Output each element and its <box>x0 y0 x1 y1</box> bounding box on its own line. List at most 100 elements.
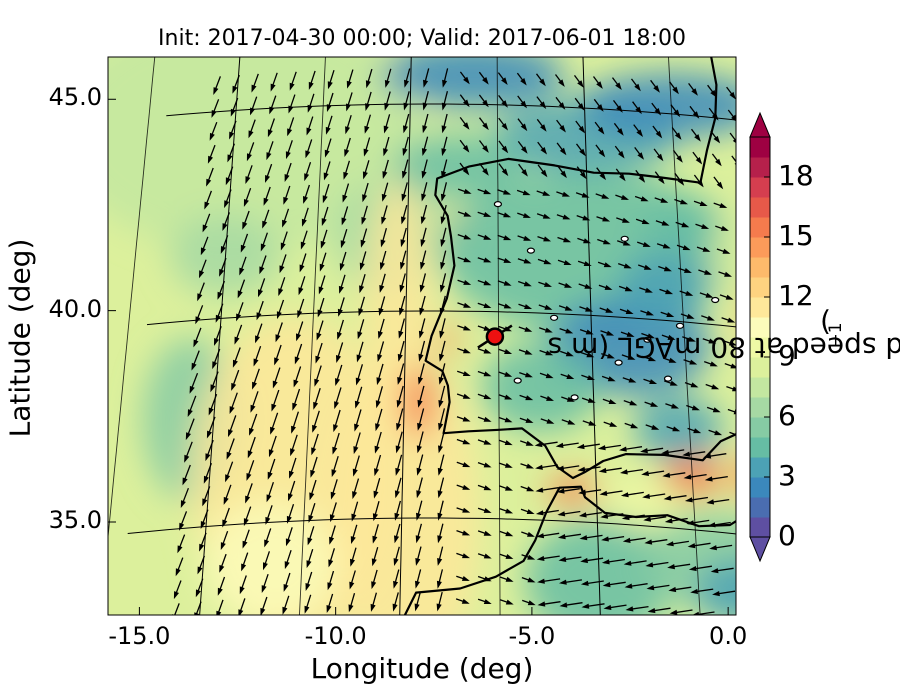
wind-arrow-head <box>641 219 650 225</box>
wind-arrow-head <box>184 454 190 463</box>
wind-arrow-head <box>376 377 382 386</box>
wind-arrow-head <box>310 469 316 478</box>
wind-arrow-head <box>483 485 492 491</box>
wind-arrow-head <box>213 87 219 95</box>
wind-arrow-head <box>483 599 492 604</box>
wind-arrow-head <box>701 224 710 229</box>
wind-arrow-head <box>712 591 720 597</box>
wind-arrow-head <box>727 317 736 323</box>
wind-arrow-head <box>483 530 492 536</box>
plot-frame <box>107 56 737 616</box>
wind-arrow-head <box>440 193 446 202</box>
wind-arrow-head <box>704 476 713 482</box>
wind-arrow-head <box>250 107 255 116</box>
colorbar-tick-label: 12 <box>778 279 814 312</box>
wind-arrow-head <box>462 122 470 130</box>
colorbar-segment <box>750 497 770 518</box>
wind-arrow-head <box>403 102 409 111</box>
wind-arrow-head <box>374 468 379 477</box>
wind-arrow-head <box>577 466 586 472</box>
wind-arrow-head <box>648 356 657 362</box>
wind-arrow-head <box>504 394 513 400</box>
wind-arrow-head <box>224 200 230 209</box>
wind-arrow-head <box>604 285 613 290</box>
wind-arrow-head <box>540 147 547 155</box>
wind-arrow-head <box>268 449 274 458</box>
wind-arrow-head <box>398 330 404 339</box>
wind-arrow-head <box>576 443 585 450</box>
wind-arrow-head <box>441 148 447 157</box>
wind-arrow-head <box>656 153 664 162</box>
speed-patch <box>435 323 458 357</box>
colorbar-segment <box>750 437 770 458</box>
wind-arrow-head <box>501 145 509 154</box>
wind-arrow-head <box>562 191 570 197</box>
wind-arrow-head <box>260 243 266 252</box>
wind-arrow-head <box>401 216 406 225</box>
wind-arrow-head <box>309 492 315 501</box>
wind-arrow-head <box>237 290 243 299</box>
wind-arrow-head <box>438 422 444 431</box>
wind-arrow-head <box>361 217 367 225</box>
colorbar-segment <box>750 477 770 498</box>
wind-arrow-head <box>322 195 328 204</box>
wind-arrow-head <box>242 221 248 230</box>
wind-arrow-head <box>225 177 231 186</box>
wind-arrow-head <box>640 448 648 454</box>
wind-arrow-head <box>331 469 337 478</box>
wind-arrow-head <box>231 382 237 391</box>
wind-arrow-head <box>365 103 371 111</box>
x-axis-label: Longitude (deg) <box>310 652 534 685</box>
wind-arrow-head <box>732 138 736 144</box>
wind-arrow-head <box>232 359 238 368</box>
wind-arrow-head <box>357 331 363 340</box>
colorbar-segment <box>750 157 770 178</box>
wind-arrow-head <box>211 110 217 118</box>
wind-arrow-head <box>605 307 614 313</box>
wind-arrow-head <box>263 197 269 206</box>
wind-arrow-head <box>716 181 724 190</box>
wind-arrow-head <box>439 353 445 362</box>
wind-arrow-head <box>621 515 630 521</box>
wind-arrow-head <box>441 102 447 111</box>
wind-arrow-head <box>395 445 401 454</box>
wind-arrow-head <box>215 314 221 323</box>
wind-arrow-head <box>525 418 534 423</box>
wind-arrow-head <box>305 150 311 159</box>
wind-arrow-head <box>578 125 586 134</box>
wind-arrow-head <box>621 194 629 200</box>
wind-arrow-head <box>285 538 291 547</box>
wind-arrow-head <box>326 104 332 112</box>
wind-arrow-head <box>222 223 228 231</box>
wind-arrow-head <box>462 167 470 176</box>
wind-arrow-head <box>266 494 272 503</box>
wind-arrow-head <box>179 522 185 531</box>
wind-arrow-head <box>482 168 489 176</box>
wind-arrow-head <box>724 271 732 277</box>
wind-arrow-head <box>256 312 262 321</box>
wind-arrow-head <box>565 351 574 357</box>
wind-arrow-head <box>619 173 626 182</box>
wind-arrow-head <box>540 124 547 132</box>
wind-arrow-head <box>212 361 218 370</box>
wind-arrow-head <box>241 563 247 572</box>
wind-arrow-head <box>325 126 331 135</box>
wind-arrow-head <box>525 440 534 446</box>
lake <box>549 314 559 321</box>
wind-arrow-head <box>640 196 649 202</box>
wind-arrow-head <box>205 453 211 462</box>
wind-arrow-head <box>238 609 244 615</box>
wind-arrow-head <box>200 521 206 529</box>
wind-arrow-head <box>320 240 326 249</box>
wind-arrow-head <box>195 589 201 598</box>
lake <box>620 235 629 242</box>
wind-arrow-head <box>463 302 472 308</box>
speed-patch <box>331 354 480 615</box>
wind-arrow-head <box>483 234 492 240</box>
wind-arrow-head <box>645 562 654 568</box>
wind-arrow-head <box>380 239 386 248</box>
wind-arrow-head <box>437 490 443 499</box>
wind-arrow-head <box>565 328 574 334</box>
wind-arrow-head <box>714 430 723 436</box>
